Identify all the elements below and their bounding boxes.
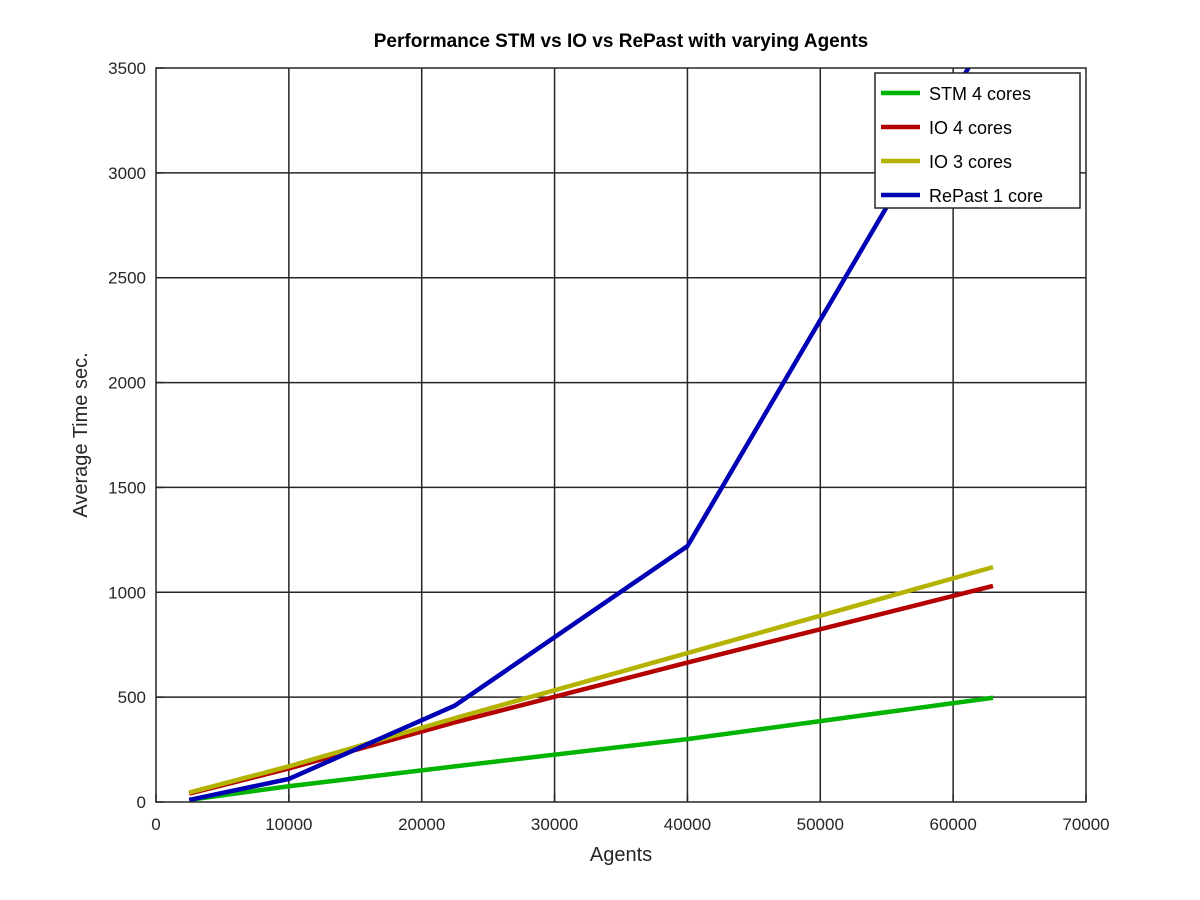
series-line-stm-4-cores [188,695,994,802]
y-tick-label: 3000 [108,164,146,183]
y-tick-label: 1000 [108,583,146,602]
grid [156,68,1086,802]
x-tick-label: 30000 [531,815,578,834]
plot-frame [155,67,1087,803]
series-lines [188,68,994,802]
y-tick-label: 2500 [108,269,146,288]
y-axis-label: Average Time sec. [70,352,92,517]
x-tick-label: 40000 [664,815,711,834]
legend-box [874,72,1081,209]
x-axis-label: Agents [590,844,652,866]
y-tick-label: 1500 [108,478,146,497]
x-tick-label: 0 [151,815,160,834]
axis-ticks: 0 10000 20000 30000 40000 50000 60000 70000 0 500… [108,59,1109,834]
y-tick-label: 0 [137,793,146,812]
series-line-io-3-cores [188,564,994,795]
legend-label: IO 4 cores [929,118,1012,138]
x-tick-label: 70000 [1062,815,1109,834]
x-tick-label: 10000 [265,815,312,834]
y-tick-label: 500 [118,688,146,707]
chart-title: Performance STM vs IO vs RePast with var… [374,31,869,52]
legend-label: STM 4 cores [929,84,1031,104]
x-tick-label: 50000 [797,815,844,834]
y-tick-label: 2000 [108,374,146,393]
legend-label: IO 3 cores [929,152,1012,172]
x-tick-label: 20000 [398,815,445,834]
series-line-repast-1-core [188,68,971,802]
legend: STM 4 cores IO 4 cores IO 3 cores RePast 1 … [874,72,1081,209]
legend-label: RePast 1 core [929,186,1043,206]
y-tick-label: 3500 [108,59,146,78]
x-tick-label: 60000 [930,815,977,834]
